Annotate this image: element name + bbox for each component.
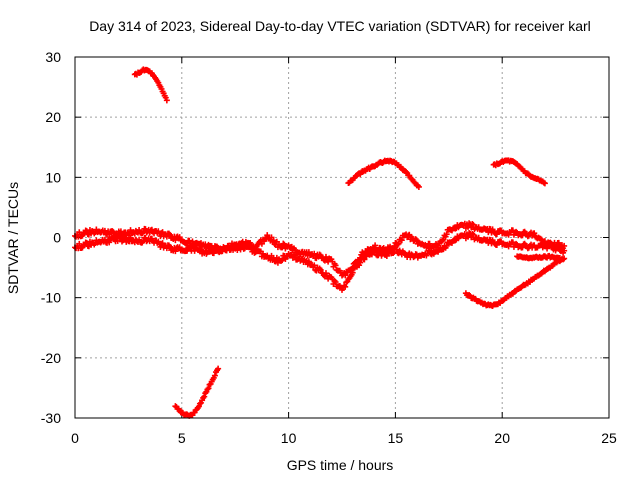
series-arc-1: [131, 66, 170, 104]
data-point: [172, 237, 179, 244]
data-point: [426, 240, 433, 247]
data-point: [316, 251, 323, 258]
y-axis-title: SDTVAR / TECUs: [5, 182, 21, 294]
data-point: [201, 393, 208, 400]
data-point: [342, 272, 349, 279]
data-point: [158, 230, 165, 237]
data-point: [361, 256, 368, 263]
data-point: [270, 237, 277, 244]
series-band-lower: [72, 230, 568, 293]
data-point: [292, 246, 299, 253]
data-point: [519, 244, 526, 251]
data-point: [466, 230, 473, 237]
data-point: [470, 231, 477, 238]
data-point: [264, 232, 271, 239]
data-point: [412, 236, 419, 243]
plot-frame: [74, 56, 610, 419]
data-point: [469, 230, 476, 237]
data-point: [443, 231, 450, 238]
data-point: [204, 386, 211, 393]
series-arc-6: [514, 252, 563, 262]
data-point: [415, 183, 422, 190]
grid-lines: [75, 57, 609, 418]
data-point: [205, 385, 212, 392]
data-point: [541, 180, 548, 187]
data-point: [127, 234, 134, 241]
data-point: [519, 232, 526, 239]
data-point: [349, 269, 356, 276]
data-point: [211, 372, 218, 379]
data-points: [72, 66, 568, 419]
data-point: [342, 283, 349, 290]
data-point: [394, 241, 401, 248]
data-point: [83, 228, 90, 235]
series-arc-2: [172, 365, 222, 419]
data-point: [282, 256, 289, 263]
data-point: [117, 233, 124, 240]
data-point: [127, 227, 134, 234]
data-point: [426, 247, 433, 254]
data-point: [343, 279, 350, 286]
x-tick-label: 10: [281, 430, 297, 446]
x-tick-label: 25: [601, 430, 617, 446]
data-point: [172, 248, 179, 255]
data-point: [305, 258, 312, 265]
data-point: [439, 237, 446, 244]
data-point: [158, 241, 165, 248]
axis-ticks: 0 5 10 15 20 25 -30 -20 -10 0 10 20 30: [41, 49, 617, 446]
data-point: [372, 247, 379, 254]
data-point: [555, 243, 562, 250]
data-point: [556, 254, 563, 261]
y-tick-label: 20: [45, 109, 61, 125]
data-point: [493, 231, 500, 238]
x-axis-title: GPS time / hours: [287, 457, 394, 473]
data-point: [322, 270, 329, 277]
series-arc-5: [462, 255, 568, 310]
data-point: [106, 231, 113, 238]
x-tick-label: 20: [494, 430, 510, 446]
data-point: [322, 253, 329, 260]
data-point: [395, 240, 402, 247]
y-tick-label: 10: [45, 169, 61, 185]
data-point: [493, 241, 500, 248]
y-tick-label: 0: [53, 230, 61, 246]
data-point: [537, 235, 544, 242]
y-tick-label: -10: [41, 290, 61, 306]
data-point: [513, 228, 520, 235]
data-point: [215, 365, 222, 372]
data-point: [280, 240, 287, 247]
series-arc-4: [490, 157, 548, 187]
data-point: [560, 256, 567, 263]
x-tick-label: 0: [71, 430, 79, 446]
y-tick-label: -30: [41, 410, 61, 426]
data-point: [311, 262, 318, 269]
data-point: [279, 257, 286, 264]
data-point: [163, 97, 170, 104]
data-point: [83, 240, 90, 247]
x-tick-label: 15: [388, 430, 404, 446]
data-point: [469, 220, 476, 227]
y-tick-label: 30: [45, 49, 61, 65]
y-tick-label: -20: [41, 350, 61, 366]
data-point: [513, 240, 520, 247]
data-point: [443, 242, 450, 249]
data-point: [106, 239, 113, 246]
data-point: [398, 237, 405, 244]
data-point: [332, 262, 339, 269]
data-point: [332, 279, 339, 286]
data-point: [561, 247, 568, 254]
x-tick-label: 5: [178, 430, 186, 446]
data-point: [531, 230, 538, 237]
data-point: [357, 259, 364, 266]
data-point: [317, 266, 324, 273]
chart-title: Day 314 of 2023, Sidereal Day-to-day VTE…: [89, 18, 591, 34]
series-arc-3: [345, 157, 422, 190]
